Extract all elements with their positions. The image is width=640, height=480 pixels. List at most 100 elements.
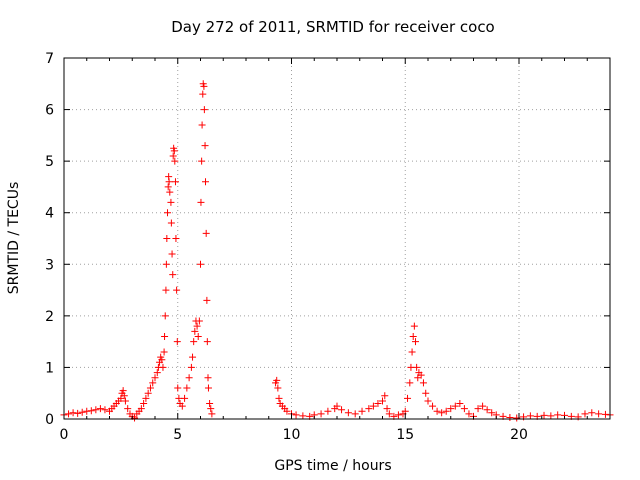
data-point bbox=[142, 394, 150, 402]
data-point bbox=[144, 389, 152, 397]
data-point bbox=[292, 411, 300, 419]
data-point bbox=[333, 402, 341, 410]
data-point bbox=[149, 379, 157, 387]
data-point bbox=[197, 260, 204, 268]
data-point bbox=[162, 260, 170, 268]
data-point bbox=[433, 407, 441, 415]
data-point bbox=[203, 338, 211, 346]
data-point bbox=[159, 363, 167, 371]
data-point bbox=[191, 327, 199, 335]
plot-frame bbox=[63, 57, 611, 420]
data-point bbox=[158, 356, 166, 364]
data-point bbox=[451, 402, 459, 410]
data-point bbox=[197, 198, 205, 206]
data-point bbox=[274, 384, 282, 392]
data-point bbox=[317, 410, 325, 418]
data-point bbox=[369, 402, 377, 410]
y-tick-label: 4 bbox=[45, 206, 54, 222]
data-point bbox=[324, 407, 332, 415]
data-point bbox=[137, 405, 145, 413]
data-point bbox=[554, 411, 562, 419]
y-axis-label: SRMTID / TECUs bbox=[6, 182, 22, 295]
y-tick-label: 2 bbox=[45, 309, 54, 325]
x-axis-ticks: 0 5 10 15 20 bbox=[60, 58, 611, 443]
data-point bbox=[411, 338, 419, 346]
data-point bbox=[198, 121, 206, 129]
grid-lines bbox=[64, 58, 610, 419]
data-point bbox=[447, 405, 455, 413]
y-tick-label: 5 bbox=[45, 154, 54, 170]
data-point bbox=[146, 384, 154, 392]
data-point bbox=[171, 178, 179, 186]
data-point bbox=[442, 407, 450, 415]
data-point bbox=[173, 286, 181, 294]
data-point bbox=[344, 409, 352, 417]
x-tick-label: 15 bbox=[396, 427, 414, 443]
data-point bbox=[299, 412, 307, 420]
x-tick-label: 0 bbox=[60, 427, 69, 443]
data-point bbox=[374, 400, 382, 408]
data-point bbox=[595, 410, 603, 418]
data-point bbox=[438, 409, 446, 417]
data-point bbox=[78, 408, 86, 416]
data-point bbox=[153, 369, 161, 377]
data-point bbox=[187, 363, 195, 371]
data-point bbox=[181, 394, 189, 402]
data-point bbox=[413, 363, 421, 371]
data-point bbox=[275, 394, 283, 402]
data-point bbox=[87, 407, 95, 415]
data-point bbox=[338, 406, 346, 414]
y-axis-ticks: 0 1 2 3 4 5 6 7 bbox=[45, 51, 610, 428]
data-point bbox=[408, 348, 416, 356]
data-point bbox=[200, 106, 208, 114]
data-point bbox=[526, 412, 534, 420]
data-point bbox=[164, 183, 172, 191]
data-point bbox=[140, 400, 148, 408]
y-tick-label: 1 bbox=[45, 360, 54, 376]
data-point bbox=[65, 410, 73, 418]
data-point bbox=[474, 405, 482, 413]
data-point bbox=[506, 413, 514, 421]
data-point bbox=[424, 397, 432, 405]
chart-title: Day 272 of 2011, SRMTID for receiver coc… bbox=[171, 18, 495, 36]
data-point bbox=[409, 332, 417, 340]
data-points bbox=[60, 80, 614, 422]
data-point bbox=[404, 394, 412, 402]
data-point bbox=[601, 410, 609, 418]
data-point bbox=[483, 406, 491, 414]
data-point bbox=[160, 348, 168, 356]
data-point bbox=[170, 147, 178, 155]
data-point bbox=[198, 157, 206, 165]
data-point bbox=[171, 157, 179, 165]
data-point bbox=[190, 338, 198, 346]
data-point bbox=[419, 379, 427, 387]
x-tick-label: 10 bbox=[283, 427, 301, 443]
data-point bbox=[83, 407, 91, 415]
data-point bbox=[204, 374, 212, 382]
x-axis-label: GPS time / hours bbox=[274, 458, 391, 474]
data-point bbox=[195, 317, 203, 325]
data-point bbox=[358, 407, 366, 415]
y-tick-label: 0 bbox=[45, 412, 54, 428]
data-point bbox=[488, 409, 496, 417]
data-point bbox=[200, 82, 208, 90]
data-point bbox=[189, 353, 197, 361]
data-point bbox=[161, 332, 169, 340]
data-point bbox=[381, 392, 389, 400]
data-point bbox=[588, 409, 596, 417]
data-point bbox=[204, 384, 212, 392]
data-point bbox=[167, 219, 175, 227]
data-point bbox=[385, 410, 393, 418]
data-point bbox=[406, 379, 414, 387]
data-point bbox=[422, 389, 430, 397]
data-point bbox=[202, 178, 210, 186]
data-point bbox=[162, 286, 170, 294]
data-point bbox=[169, 271, 177, 279]
data-point bbox=[379, 397, 386, 405]
data-point bbox=[119, 387, 127, 395]
data-point bbox=[201, 142, 209, 150]
data-point bbox=[429, 402, 437, 410]
data-point bbox=[394, 411, 402, 419]
data-point bbox=[351, 410, 359, 418]
data-point bbox=[121, 397, 129, 405]
